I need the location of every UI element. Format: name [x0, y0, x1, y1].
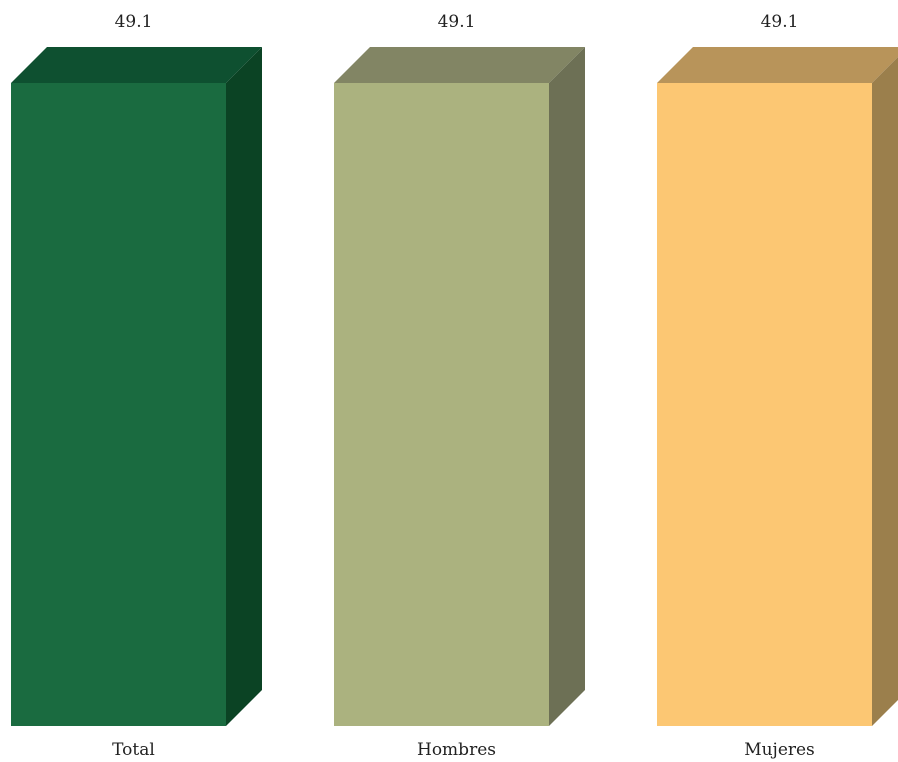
- category-label-total: Total: [112, 740, 155, 760]
- bar-top-total: [11, 47, 262, 83]
- bar-front-mujeres: [657, 83, 872, 726]
- value-label-mujeres: 49.1: [761, 12, 799, 32]
- bar-side-total: [226, 47, 262, 726]
- bar-total: [11, 47, 262, 726]
- value-labels-group: 49.1 49.1 49.1: [115, 12, 799, 32]
- category-label-hombres: Hombres: [417, 740, 496, 760]
- bar-front-total: [11, 83, 226, 726]
- bar-front-hombres: [334, 83, 549, 726]
- category-label-mujeres: Mujeres: [744, 740, 815, 760]
- category-labels-group: Total Hombres Mujeres: [112, 740, 815, 760]
- bars-group: [11, 47, 898, 726]
- value-label-hombres: 49.1: [438, 12, 476, 32]
- bar-mujeres: [657, 47, 898, 726]
- value-label-total: 49.1: [115, 12, 153, 32]
- bar-side-hombres: [549, 47, 585, 726]
- bar-hombres: [334, 47, 585, 726]
- bar-side-mujeres: [872, 57, 898, 726]
- bar-top-mujeres: [657, 47, 898, 83]
- bar-top-hombres: [334, 47, 585, 83]
